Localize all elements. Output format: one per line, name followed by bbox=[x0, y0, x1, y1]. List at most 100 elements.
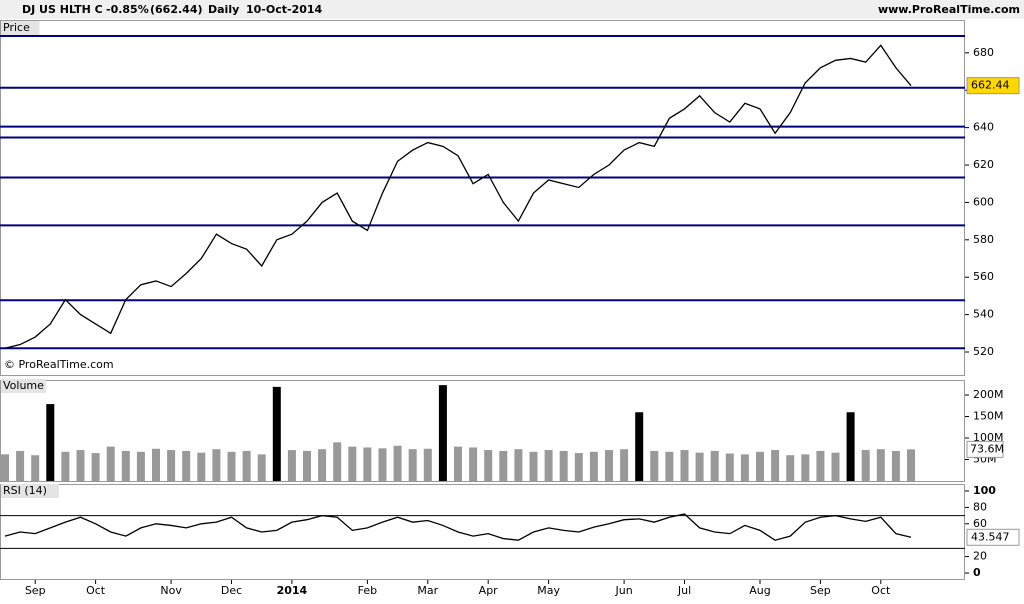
volume-bar bbox=[348, 446, 357, 481]
volume-bar bbox=[861, 450, 870, 481]
volume-bar bbox=[740, 454, 749, 481]
volume-bar bbox=[423, 448, 432, 481]
volume-bar bbox=[212, 449, 221, 481]
volume-bar bbox=[514, 449, 523, 481]
volume-bar bbox=[559, 450, 568, 481]
volume-bar bbox=[499, 450, 508, 481]
volume-bar bbox=[242, 450, 251, 481]
y-tick-label: 150M bbox=[973, 410, 1004, 423]
y-tick-label: 640 bbox=[973, 121, 994, 134]
volume-bar bbox=[363, 447, 372, 481]
volume-bar bbox=[876, 449, 885, 481]
date: 10-Oct-2014 bbox=[246, 3, 323, 16]
volume-bar bbox=[121, 450, 130, 481]
series-line bbox=[4, 44, 912, 349]
volume-bar bbox=[227, 451, 236, 481]
pane-label-bg bbox=[1, 379, 46, 393]
volume-bar bbox=[771, 450, 780, 481]
pane-label-bg bbox=[1, 21, 40, 35]
pane-title: RSI (14) bbox=[3, 484, 47, 497]
x-tick-label: Dec bbox=[221, 584, 242, 597]
volume-bar bbox=[303, 450, 311, 481]
y-tick-label: 0 bbox=[973, 566, 981, 579]
volume-bar bbox=[76, 450, 85, 481]
volume-bar bbox=[136, 451, 145, 481]
volume-bar bbox=[438, 385, 447, 481]
pane-title: Volume bbox=[3, 379, 44, 392]
volume-bar bbox=[620, 449, 629, 481]
y-tick-label: 600 bbox=[973, 195, 994, 208]
pane-title: Price bbox=[3, 21, 30, 34]
volume-bar bbox=[318, 449, 327, 481]
last-value-label: 43.547 bbox=[971, 530, 1010, 543]
y-tick-label: 580 bbox=[973, 233, 994, 246]
copyright: © ProRealTime.com bbox=[4, 358, 114, 371]
volume-bar bbox=[152, 448, 160, 481]
volume-pane bbox=[0, 380, 965, 482]
volume-bar bbox=[272, 386, 281, 481]
last-value-tag bbox=[966, 77, 1020, 95]
price-text: (662.44) bbox=[150, 3, 203, 16]
volume-bar bbox=[106, 446, 115, 481]
symbol: DJ US HLTH C bbox=[22, 3, 103, 16]
x-tick-label: Oct bbox=[86, 584, 106, 597]
volume-bar bbox=[801, 454, 810, 481]
volume-bar bbox=[393, 445, 402, 481]
volume-bar bbox=[91, 453, 100, 481]
volume-bar bbox=[16, 450, 25, 481]
x-tick-label: Apr bbox=[479, 584, 499, 597]
y-tick-label: 540 bbox=[973, 308, 994, 321]
y-tick-label: 200M bbox=[973, 388, 1004, 401]
change: -0.85% bbox=[106, 3, 149, 16]
last-value-tag bbox=[966, 440, 1004, 458]
y-tick-label: 60 bbox=[973, 517, 987, 530]
y-tick-label: 20 bbox=[973, 550, 987, 563]
volume-bar bbox=[725, 453, 734, 481]
x-tick-label: Sep bbox=[25, 584, 46, 597]
volume-bar bbox=[378, 448, 387, 481]
y-tick-label: 680 bbox=[973, 46, 994, 59]
x-tick-label: 2014 bbox=[277, 584, 308, 597]
header-bar bbox=[0, 0, 1024, 19]
volume-bar bbox=[574, 453, 583, 481]
volume-bar bbox=[846, 412, 855, 481]
volume-bar bbox=[46, 404, 55, 481]
site: www.ProRealTime.com bbox=[878, 3, 1020, 16]
rsi-pane bbox=[0, 484, 965, 580]
y-tick-label: 620 bbox=[973, 158, 994, 171]
volume-bar bbox=[710, 450, 719, 481]
x-tick-label: Oct bbox=[871, 584, 891, 597]
price-pane bbox=[0, 20, 965, 376]
x-tick-label: Aug bbox=[749, 584, 770, 597]
y-tick-label: 520 bbox=[973, 345, 994, 358]
period: Daily bbox=[208, 3, 239, 16]
x-tick-label: May bbox=[537, 584, 560, 597]
volume-bar bbox=[408, 449, 417, 481]
y-tick-label: 560 bbox=[973, 270, 994, 283]
volume-bar bbox=[665, 451, 674, 481]
volume-bar bbox=[257, 454, 266, 481]
volume-bar bbox=[333, 442, 342, 481]
x-tick-label: Nov bbox=[160, 584, 182, 597]
x-tick-label: Sep bbox=[810, 584, 831, 597]
volume-bar bbox=[650, 450, 659, 481]
volume-bar bbox=[695, 452, 704, 481]
volume-bar bbox=[891, 450, 900, 481]
volume-bar bbox=[1, 454, 9, 481]
volume-bar bbox=[816, 450, 825, 481]
volume-bar bbox=[31, 455, 40, 481]
volume-bar bbox=[786, 455, 795, 481]
volume-bar bbox=[287, 450, 296, 481]
y-tick-label: 100M bbox=[973, 431, 1004, 444]
volume-bar bbox=[167, 450, 176, 481]
volume-bar bbox=[831, 452, 840, 481]
last-value-tag bbox=[966, 528, 1020, 546]
volume-bar bbox=[907, 449, 915, 481]
last-value-label: 662.44 bbox=[971, 79, 1010, 92]
volume-bar bbox=[529, 451, 538, 481]
y-tick-label: 80 bbox=[973, 500, 987, 513]
volume-bar bbox=[454, 446, 462, 481]
volume-bar bbox=[182, 450, 191, 481]
